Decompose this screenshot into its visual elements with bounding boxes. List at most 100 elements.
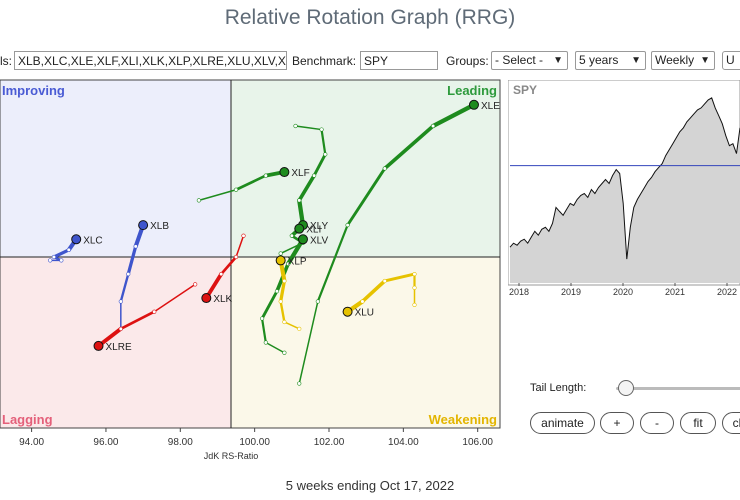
- tail-point: [118, 326, 123, 331]
- tail-label: XLI: [306, 225, 321, 236]
- tail-point: [263, 173, 268, 178]
- benchmark-chart: SPY 2018 2019 2020 2021 2022: [508, 80, 740, 297]
- animate-button[interactable]: animate: [530, 412, 595, 434]
- tail-point: [233, 187, 239, 192]
- chevron-down-icon: ▼: [700, 55, 710, 66]
- tail-length-label: Tail Length:: [530, 382, 587, 394]
- period-select-value: 5 years: [579, 53, 619, 67]
- tail-segment: [153, 283, 196, 313]
- tail-point: [360, 299, 365, 304]
- groups-label: Groups:: [446, 54, 489, 68]
- benchmark-symbol: SPY: [513, 83, 537, 97]
- clear-button[interactable]: cl: [722, 412, 740, 434]
- tail-segment: [312, 152, 327, 178]
- tail-head-marker[interactable]: [468, 99, 479, 110]
- tail-point: [152, 309, 157, 314]
- x-tick-label: 104.00: [388, 437, 419, 448]
- tail-segment: [52, 248, 71, 259]
- tail-point: [286, 261, 291, 266]
- tail-segment: [430, 102, 477, 129]
- tail-point: [219, 272, 224, 277]
- groups-select[interactable]: - Select - ▼: [491, 51, 568, 70]
- tail-segment: [346, 167, 387, 227]
- tail-head-marker[interactable]: [138, 220, 149, 231]
- page-title: Relative Rotation Graph (RRG): [224, 6, 516, 29]
- tail-segment: [260, 317, 267, 344]
- tail-label: XLY: [310, 221, 328, 232]
- tail-point: [48, 258, 53, 263]
- tail-point: [315, 299, 320, 304]
- benchmark-input[interactable]: SPY: [360, 51, 438, 70]
- tail-point: [412, 272, 417, 277]
- tail-segment: [260, 289, 279, 321]
- tail-point: [297, 381, 302, 386]
- tail-head-marker[interactable]: [342, 306, 353, 317]
- tail-label: XLB: [150, 221, 169, 232]
- year-label: 2022: [717, 287, 737, 297]
- tail-head-marker[interactable]: [93, 340, 104, 351]
- tail-head-marker[interactable]: [294, 223, 305, 234]
- tail-label: XLE: [481, 101, 500, 112]
- zoom-out-button[interactable]: -: [640, 412, 674, 434]
- period-select[interactable]: 5 years ▼: [575, 51, 646, 70]
- update-button[interactable]: U: [722, 51, 740, 70]
- tail-point: [59, 258, 64, 263]
- tail-point: [282, 350, 287, 355]
- tail-xlk[interactable]: XLK: [201, 233, 246, 305]
- tail-head-marker[interactable]: [275, 255, 286, 266]
- tail-segment: [382, 124, 435, 171]
- tail-xlu[interactable]: XLU: [342, 272, 417, 319]
- tail-head-marker[interactable]: [71, 234, 82, 245]
- tail-point: [193, 282, 198, 287]
- symbols-input[interactable]: XLB,XLC,XLE,XLF,XLI,XLK,XLP,XLRE,XLU,XLV…: [14, 51, 287, 70]
- tail-head-marker[interactable]: [297, 234, 308, 245]
- zoom-in-button[interactable]: +: [600, 412, 634, 434]
- tail-label: XLU: [355, 308, 374, 319]
- tail-point: [274, 289, 280, 294]
- tail-xle[interactable]: XLE: [297, 99, 500, 386]
- frequency-select-value: Weekly: [655, 53, 695, 67]
- tail-point: [126, 272, 131, 277]
- tail-segment: [360, 279, 387, 304]
- tail-label: XLF: [291, 168, 309, 179]
- rrg-chart[interactable]: Improving Leading Lagging Weakening 94.0…: [0, 79, 505, 464]
- tail-point: [66, 247, 71, 253]
- tail-xlre[interactable]: XLRE: [93, 282, 198, 353]
- quadrant-label-weakening: Weakening: [429, 412, 497, 427]
- quadrant-improving: [0, 80, 231, 257]
- tail-xlf[interactable]: XLF: [196, 167, 310, 203]
- tail-xlc[interactable]: XLC: [48, 234, 103, 263]
- fit-button[interactable]: fit: [680, 412, 716, 434]
- tail-head-marker[interactable]: [279, 167, 290, 178]
- tail-length-slider-handle[interactable]: [618, 380, 635, 396]
- tail-segment: [235, 235, 245, 258]
- tail-point: [412, 285, 417, 290]
- benchmark-price-line: [509, 97, 740, 260]
- frequency-select[interactable]: Weekly ▼: [651, 51, 715, 70]
- quadrant-label-lagging: Lagging: [2, 412, 53, 427]
- tail-segment: [279, 300, 286, 324]
- tail-point: [345, 223, 350, 228]
- tail-xlv[interactable]: XLV: [259, 234, 328, 355]
- x-tick-label: 100.00: [239, 437, 270, 448]
- tail-segment: [294, 125, 323, 131]
- tail-point: [282, 319, 287, 325]
- tail-point: [259, 316, 265, 321]
- tail-head-marker[interactable]: [201, 293, 212, 304]
- tail-point: [293, 123, 298, 129]
- year-label: 2021: [665, 287, 685, 297]
- tail-xlp[interactable]: XLP: [275, 255, 307, 331]
- tail-point: [430, 123, 436, 129]
- tail-point: [297, 326, 302, 331]
- date-range-caption: 5 weeks ending Oct 17, 2022: [285, 478, 455, 493]
- tail-length-slider-track[interactable]: [616, 387, 740, 390]
- tail-point: [297, 198, 302, 203]
- tail-point: [323, 152, 328, 157]
- tail-point: [263, 340, 268, 345]
- tail-point: [289, 233, 294, 238]
- tail-label: XLP: [288, 256, 307, 267]
- tail-point: [133, 244, 138, 249]
- tail-point: [382, 278, 387, 284]
- tail-segment: [234, 174, 268, 192]
- quadrant-leading: [231, 80, 500, 257]
